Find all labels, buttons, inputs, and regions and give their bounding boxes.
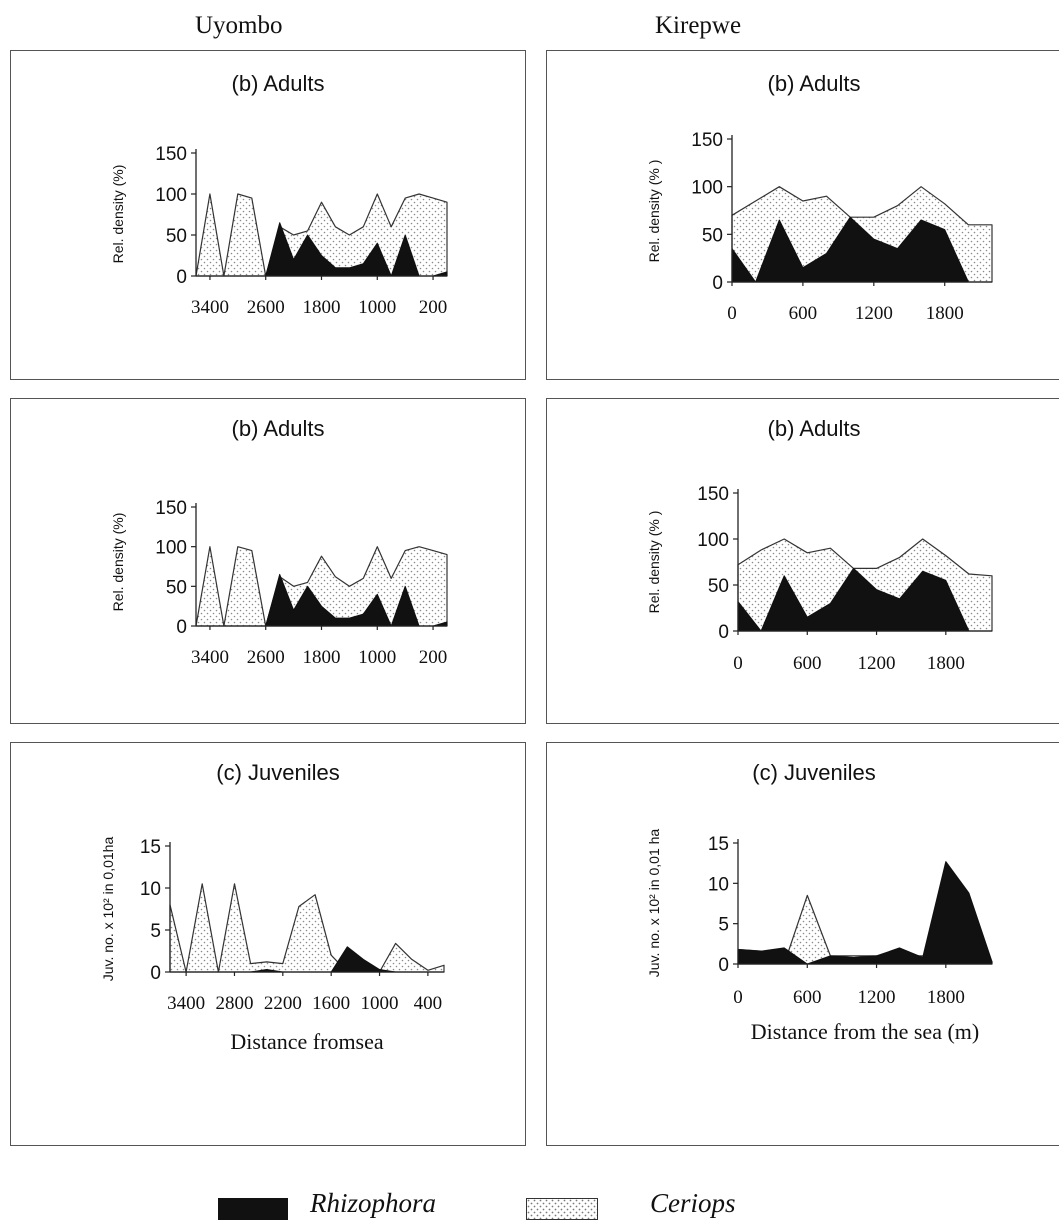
x-tick-label-2-3: 1000 bbox=[358, 647, 396, 668]
x-tick-label-3-3: 1800 bbox=[927, 653, 965, 674]
y-axis-label-1: Rel. density (% ) bbox=[646, 160, 662, 263]
x-tick-label-0-0: 3400 bbox=[191, 297, 229, 318]
y-axis-label-0: Rel. density (%) bbox=[110, 165, 126, 264]
x-tick-label-5-2: 1200 bbox=[858, 987, 896, 1008]
y-tick-label-4-0: 0 bbox=[150, 963, 161, 984]
chart-panel-uyombo-adults-top: (b) Adults 0 50 100 150 3400 2600 1800 1000 200 Re… bbox=[10, 50, 526, 380]
chart-title-4: (c) Juveniles bbox=[216, 760, 339, 785]
series-area-ceriops-4 bbox=[169, 883, 445, 973]
chart-title-3: (b) Adults bbox=[768, 416, 861, 441]
chart-title-2: (b) Adults bbox=[232, 416, 325, 441]
x-tick-label-4-1: 2800 bbox=[215, 993, 253, 1014]
x-tick-label-4-0: 3400 bbox=[167, 993, 205, 1014]
y-tick-label-2-0: 0 bbox=[176, 617, 187, 638]
chart-svg-5: (c) Juveniles 0 5 10 15 0 600 1200 1800 Juv. no. … bbox=[646, 760, 993, 1044]
series-area-rhizophora-5 bbox=[737, 861, 993, 965]
chart-title-0: (b) Adults bbox=[232, 71, 325, 96]
series-area-rhizophora-1 bbox=[731, 216, 993, 283]
series-area-ceriops-0 bbox=[195, 193, 448, 277]
chart-panel-kirepwe-adults-middle: (b) Adults 0 50 100 150 0 600 1200 1800 Rel. dens… bbox=[546, 398, 1059, 724]
series-area-rhizophora-3 bbox=[737, 567, 993, 632]
chart-svg-4: (c) Juveniles 0 5 10 15 3400 2800 2200 1600 1000 4… bbox=[100, 760, 445, 1054]
chart-svg-1: (b) Adults 0 50 100 150 0 600 1200 1800 Rel. dens… bbox=[646, 71, 993, 324]
x-tick-label-2-4: 200 bbox=[419, 647, 448, 668]
x-tick-label-0-3: 1000 bbox=[358, 297, 396, 318]
x-tick-label-1-1: 600 bbox=[789, 303, 818, 324]
y-tick-label-3-3: 150 bbox=[697, 484, 729, 505]
chart-panel-kirepwe-adults-top: (b) Adults 0 50 100 150 0 600 1200 1800 Rel. dens… bbox=[546, 50, 1059, 380]
y-tick-label-4-1: 5 bbox=[150, 921, 161, 942]
y-tick-label-1-0: 0 bbox=[712, 273, 723, 294]
x-tick-label-3-0: 0 bbox=[733, 653, 743, 674]
x-tick-label-3-1: 600 bbox=[793, 653, 822, 674]
y-tick-label-4-3: 15 bbox=[140, 837, 161, 858]
y-tick-label-0-1: 50 bbox=[166, 226, 187, 247]
x-tick-label-3-2: 1200 bbox=[858, 653, 896, 674]
x-tick-label-0-4: 200 bbox=[419, 297, 448, 318]
chart-panel-kirepwe-juveniles: (c) Juveniles 0 5 10 15 0 600 1200 1800 Juv. no. … bbox=[546, 742, 1059, 1146]
y-tick-label-2-3: 150 bbox=[155, 498, 187, 519]
y-tick-label-2-2: 100 bbox=[155, 538, 187, 559]
chart-title-5: (c) Juveniles bbox=[752, 760, 875, 785]
site-title-kirepwe: Kirepwe bbox=[655, 12, 742, 39]
y-tick-label-1-2: 100 bbox=[691, 178, 723, 199]
legend-label-ceriops: Ceriops bbox=[650, 1188, 736, 1218]
x-tick-label-0-1: 2600 bbox=[247, 297, 285, 318]
x-tick-label-4-3: 1600 bbox=[312, 993, 350, 1014]
x-tick-label-5-3: 1800 bbox=[927, 987, 965, 1008]
y-tick-label-0-2: 100 bbox=[155, 185, 187, 206]
x-axis-label-4: Distance fromsea bbox=[230, 1029, 384, 1054]
chart-panel-uyombo-adults-middle: (b) Adults 0 50 100 150 3400 2600 1800 1000 200 Re… bbox=[10, 398, 526, 724]
y-tick-label-5-0: 0 bbox=[718, 955, 729, 976]
x-tick-label-2-1: 2600 bbox=[247, 647, 285, 668]
y-tick-label-5-3: 15 bbox=[708, 834, 729, 855]
y-axis-label-2: Rel. density (%) bbox=[110, 513, 126, 612]
chart-title-1: (b) Adults bbox=[768, 71, 861, 96]
legend-swatch-ceriops bbox=[526, 1198, 598, 1220]
y-tick-label-3-2: 100 bbox=[697, 530, 729, 551]
chart-legend: Rhizophora Ceriops bbox=[0, 1188, 1059, 1220]
chart-panel-uyombo-juveniles: (c) Juveniles 0 5 10 15 3400 2800 2200 1600 1000 4… bbox=[10, 742, 526, 1146]
series-area-ceriops-2 bbox=[195, 546, 448, 627]
y-tick-label-1-3: 150 bbox=[691, 130, 723, 151]
x-tick-label-4-2: 2200 bbox=[264, 993, 302, 1014]
x-tick-label-0-2: 1800 bbox=[303, 297, 341, 318]
chart-svg-2: (b) Adults 0 50 100 150 3400 2600 1800 1000 200 Re… bbox=[110, 416, 448, 668]
y-tick-label-5-1: 5 bbox=[718, 915, 729, 936]
y-axis-label-5: Juv. no. x 10² in 0,01 ha bbox=[646, 829, 662, 978]
y-tick-label-3-0: 0 bbox=[718, 622, 729, 643]
x-tick-label-2-2: 1800 bbox=[303, 647, 341, 668]
y-tick-label-5-2: 10 bbox=[708, 874, 729, 895]
chart-svg-0: (b) Adults 0 50 100 150 3400 2600 1800 1000 200 Re… bbox=[110, 71, 448, 318]
x-tick-label-1-3: 1800 bbox=[926, 303, 964, 324]
y-tick-label-3-1: 50 bbox=[708, 576, 729, 597]
x-tick-label-2-0: 3400 bbox=[191, 647, 229, 668]
y-tick-label-2-1: 50 bbox=[166, 577, 187, 598]
x-tick-label-1-2: 1200 bbox=[855, 303, 893, 324]
y-tick-label-1-1: 50 bbox=[702, 225, 723, 246]
legend-label-rhizophora: Rhizophora bbox=[310, 1188, 437, 1218]
x-tick-label-4-4: 1000 bbox=[361, 993, 399, 1014]
legend-swatch-rhizophora bbox=[218, 1198, 288, 1220]
x-axis-label-5: Distance from the sea (m) bbox=[751, 1019, 979, 1044]
y-tick-label-0-3: 150 bbox=[155, 144, 187, 165]
y-axis-label-3: Rel. density (% ) bbox=[646, 511, 662, 614]
x-tick-label-1-0: 0 bbox=[727, 303, 737, 324]
y-tick-label-0-0: 0 bbox=[176, 267, 187, 288]
x-tick-label-5-0: 0 bbox=[733, 987, 743, 1008]
y-tick-label-4-2: 10 bbox=[140, 879, 161, 900]
y-axis-label-4: Juv. no. x 10² in 0,01ha bbox=[100, 837, 116, 982]
x-tick-label-5-1: 600 bbox=[793, 987, 822, 1008]
site-title-uyombo: Uyombo bbox=[195, 12, 283, 39]
chart-svg-3: (b) Adults 0 50 100 150 0 600 1200 1800 Rel. dens… bbox=[646, 416, 993, 674]
x-tick-label-4-5: 400 bbox=[414, 993, 443, 1014]
